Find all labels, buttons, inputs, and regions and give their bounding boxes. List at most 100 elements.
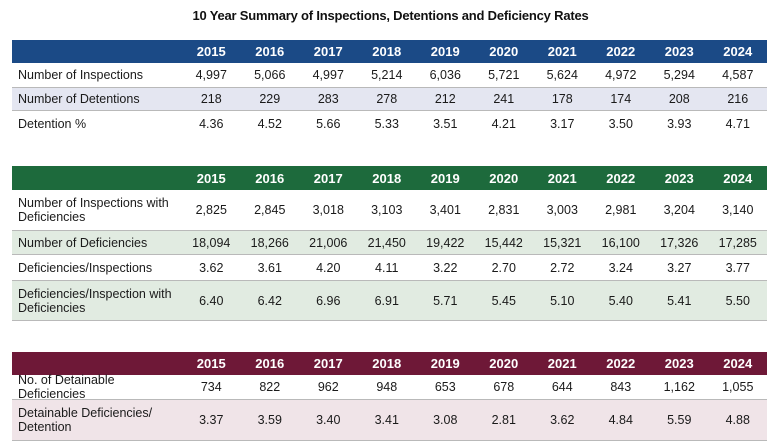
table-cell: 2.70 bbox=[491, 260, 516, 275]
table-row: Deficiencies/Inspection with Deficiencie… bbox=[12, 280, 767, 321]
year-header: 2023 bbox=[664, 44, 694, 59]
table-cell: 4.84 bbox=[608, 413, 633, 427]
table-cell: 3.22 bbox=[433, 260, 458, 275]
table-cell: 5.40 bbox=[608, 293, 633, 308]
table-row: Number of Inspections 4,997 5,066 4,997 … bbox=[12, 63, 767, 87]
table-cell: 17,285 bbox=[718, 235, 757, 250]
deficiencies-table: 2015 2016 2017 2018 2019 2020 2021 2022 … bbox=[12, 166, 767, 321]
table-cell: 2.72 bbox=[550, 260, 575, 275]
table-cell: 5,214 bbox=[371, 68, 403, 82]
table-row: Number of Detentions 218 229 283 278 212… bbox=[12, 87, 767, 111]
table-cell: 3.62 bbox=[199, 260, 224, 275]
year-header: 2016 bbox=[255, 356, 285, 371]
year-header: 2023 bbox=[664, 170, 694, 186]
table-cell: 18,266 bbox=[250, 235, 289, 250]
table-cell: 5,294 bbox=[663, 68, 695, 82]
year-header: 2024 bbox=[723, 170, 753, 186]
table-cell: 843 bbox=[610, 380, 632, 394]
year-header: 2018 bbox=[372, 44, 402, 59]
table-cell: 2,981 bbox=[605, 203, 637, 217]
year-header: 2021 bbox=[547, 356, 577, 371]
table-cell: 5,624 bbox=[546, 68, 578, 82]
table-cell: 4,997 bbox=[195, 68, 227, 82]
year-header: 2016 bbox=[255, 170, 285, 186]
row-label: Number of Detentions bbox=[18, 92, 140, 106]
table-cell: 21,450 bbox=[367, 235, 406, 250]
table-cell: 3.37 bbox=[199, 413, 224, 427]
year-header: 2018 bbox=[372, 170, 402, 186]
table-cell: 241 bbox=[493, 92, 515, 106]
year-header: 2017 bbox=[313, 170, 343, 186]
detainable-deficiencies-table: 2015 2016 2017 2018 2019 2020 2021 2022 … bbox=[12, 352, 767, 441]
year-header: 2024 bbox=[723, 356, 753, 371]
table-cell: 2,845 bbox=[254, 203, 286, 217]
year-header: 2015 bbox=[196, 356, 226, 371]
table-cell: 6,036 bbox=[429, 68, 461, 82]
table-cell: 212 bbox=[434, 92, 456, 106]
table-row: Number of Inspections with Deficiencies … bbox=[12, 190, 767, 230]
table-cell: 5.66 bbox=[316, 116, 341, 131]
table-cell: 3,204 bbox=[663, 203, 695, 217]
row-label: Detention % bbox=[18, 116, 87, 131]
table-cell: 4.11 bbox=[375, 260, 399, 275]
table-cell: 3.40 bbox=[316, 413, 341, 427]
table-row: Detainable Deficiencies/ Detention 3.37 … bbox=[12, 399, 767, 441]
table-row: Number of Deficiencies 18,094 18,266 21,… bbox=[12, 230, 767, 255]
table-cell: 5.71 bbox=[433, 293, 458, 308]
table-cell: 6.40 bbox=[199, 293, 224, 308]
table-cell: 2.81 bbox=[491, 413, 516, 427]
table-cell: 5.50 bbox=[725, 293, 750, 308]
table-cell: 4.52 bbox=[257, 116, 282, 131]
table-cell: 4,587 bbox=[722, 68, 754, 82]
year-header: 2016 bbox=[255, 44, 285, 59]
table-cell: 3.08 bbox=[433, 413, 458, 427]
year-header: 2020 bbox=[489, 356, 519, 371]
table-cell: 3.50 bbox=[608, 116, 633, 131]
table-cell: 6.96 bbox=[316, 293, 341, 308]
table-cell: 3.24 bbox=[608, 260, 633, 275]
table-cell: 1,162 bbox=[663, 380, 695, 394]
table-header-row: 2015 2016 2017 2018 2019 2020 2021 2022 … bbox=[12, 40, 767, 63]
table-cell: 3,018 bbox=[312, 203, 344, 217]
year-header: 2020 bbox=[489, 170, 519, 186]
row-label: Detainable Deficiencies/ Detention bbox=[18, 406, 153, 434]
table-cell: 218 bbox=[200, 92, 222, 106]
table-cell: 962 bbox=[317, 380, 339, 394]
table-header-row: 2015 2016 2017 2018 2019 2020 2021 2022 … bbox=[12, 352, 767, 375]
year-header: 2022 bbox=[606, 170, 636, 186]
row-label: Number of Deficiencies bbox=[18, 235, 148, 250]
year-header: 2019 bbox=[430, 44, 460, 59]
table-cell: 5,721 bbox=[488, 68, 520, 82]
table-cell: 3.17 bbox=[550, 116, 575, 131]
table-cell: 3.59 bbox=[257, 413, 282, 427]
table-header-row: 2015 2016 2017 2018 2019 2020 2021 2022 … bbox=[12, 166, 767, 190]
table-cell: 5.33 bbox=[374, 116, 399, 131]
year-header: 2020 bbox=[489, 44, 519, 59]
table-cell: 17,326 bbox=[660, 235, 699, 250]
year-header: 2022 bbox=[606, 356, 636, 371]
year-header: 2022 bbox=[606, 44, 636, 59]
table-cell: 5.41 bbox=[667, 293, 692, 308]
row-label: Deficiencies/Inspections bbox=[18, 260, 153, 275]
table-cell: 1,055 bbox=[722, 380, 754, 394]
table-cell: 948 bbox=[376, 380, 398, 394]
table-cell: 2,825 bbox=[195, 203, 227, 217]
table-row: No. of Detainable Deficiencies 734 822 9… bbox=[12, 373, 767, 401]
table-cell: 16,100 bbox=[601, 235, 640, 250]
table-cell: 15,442 bbox=[484, 235, 523, 250]
table-cell: 3.61 bbox=[257, 260, 282, 275]
table-cell: 3.93 bbox=[667, 116, 692, 131]
table-cell: 3.51 bbox=[433, 116, 458, 131]
table-cell: 3,103 bbox=[371, 203, 403, 217]
table-row: Detention % 4.36 4.52 5.66 5.33 3.51 4.2… bbox=[12, 111, 767, 136]
year-header: 2024 bbox=[723, 44, 753, 59]
table-cell: 2,831 bbox=[488, 203, 520, 217]
year-header: 2017 bbox=[313, 356, 343, 371]
table-row: Deficiencies/Inspections 3.62 3.61 4.20 … bbox=[12, 255, 767, 280]
year-header: 2023 bbox=[664, 356, 694, 371]
table-cell: 3.62 bbox=[550, 413, 575, 427]
table-cell: 4,972 bbox=[605, 68, 637, 82]
row-label: Deficiencies/Inspection with Deficiencie… bbox=[18, 286, 172, 315]
page-title: 10 Year Summary of Inspections, Detentio… bbox=[192, 8, 589, 23]
table-cell: 229 bbox=[259, 92, 281, 106]
